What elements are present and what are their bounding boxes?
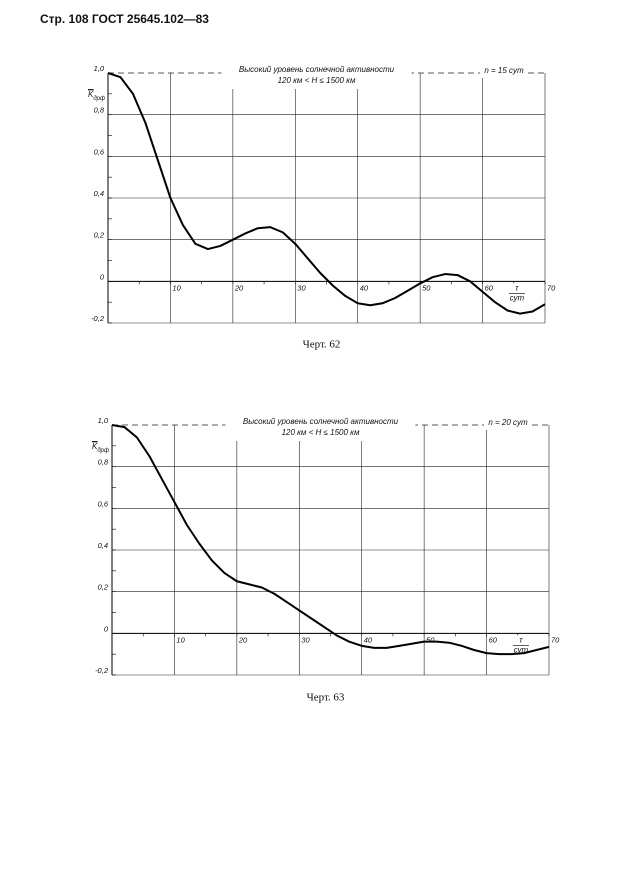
- annotation-background: [480, 66, 528, 78]
- x-tick-label: 10: [176, 635, 185, 644]
- title-background: [221, 65, 412, 89]
- y-tick-label: 0,4: [94, 189, 104, 198]
- y-label-subscript: дрф: [97, 448, 109, 454]
- x-tick-label: 60: [489, 635, 498, 644]
- y-tick-label: 1,0: [94, 64, 105, 73]
- y-label-subscript: дрф: [93, 96, 105, 102]
- y-tick-label: 0: [104, 624, 109, 633]
- x-tick-label: 70: [551, 635, 560, 644]
- y-tick-label: 0,8: [94, 106, 105, 115]
- y-axis-label: Kдрф: [88, 90, 105, 101]
- y-tick-label: -0,2: [95, 666, 109, 675]
- x-tick-label: 70: [547, 283, 556, 292]
- y-tick-label: 0,6: [94, 147, 105, 156]
- y-tick-label: 1,0: [98, 416, 109, 425]
- chart-subtitle: 120 км < H ≤ 1500 км: [282, 428, 360, 437]
- figure-caption: Черт. 62: [303, 339, 341, 351]
- y-axis-label: Kдрф: [92, 442, 109, 453]
- x-label-denominator: сут: [514, 645, 529, 654]
- title-background: [225, 417, 416, 441]
- data-line: [111, 424, 550, 656]
- chart-subtitle: 120 км < H ≤ 1500 км: [278, 76, 356, 85]
- x-tick-label: 30: [301, 635, 310, 644]
- y-tick-label: 0,8: [98, 458, 109, 467]
- x-tick-label: 50: [426, 635, 435, 644]
- y-tick-label: 0: [100, 272, 105, 281]
- y-label-symbol: K: [88, 90, 94, 99]
- y-tick-label: -0,2: [91, 314, 105, 323]
- x-tick-label: 30: [297, 283, 306, 292]
- chart-title: Высокий уровень солнечной активности: [243, 417, 399, 426]
- annotation-background: [484, 418, 532, 430]
- x-tick-label: 20: [238, 635, 248, 644]
- x-label-numerator: τ: [519, 635, 523, 644]
- x-tick-label: 20: [234, 283, 244, 292]
- y-tick-label: 0,2: [98, 583, 109, 592]
- x-tick-label: 10: [172, 283, 181, 292]
- annotation: n = 15 сут: [484, 66, 524, 75]
- chart: -0,2 0 0,2 0,4 0,6 0,8 1,0 10 20 30 40 50 60 70 Высоки…: [92, 416, 560, 704]
- y-tick-label: 0,6: [98, 499, 109, 508]
- x-label-numerator: τ: [515, 283, 519, 292]
- page-header: Стр. 108 ГОСТ 25645.102—83: [40, 12, 209, 26]
- x-tick-label: 40: [364, 635, 373, 644]
- chart-title: Высокий уровень солнечной активности: [239, 65, 395, 74]
- chart: -0,2 0 0,2 0,4 0,6 0,8 1,0 10 20 30 40 50 60 70 Высоки…: [88, 64, 556, 351]
- annotation: n = 20 сут: [488, 418, 528, 427]
- y-tick-label: 0,4: [98, 541, 108, 550]
- data-line: [107, 72, 546, 315]
- figure-caption: Черт. 63: [307, 692, 345, 704]
- y-label-symbol: K: [92, 442, 98, 451]
- x-label-denominator: сут: [510, 293, 525, 302]
- y-tick-label: 0,2: [94, 231, 105, 240]
- x-tick-label: 40: [360, 283, 369, 292]
- x-tick-label: 60: [485, 283, 494, 292]
- x-tick-label: 50: [422, 283, 431, 292]
